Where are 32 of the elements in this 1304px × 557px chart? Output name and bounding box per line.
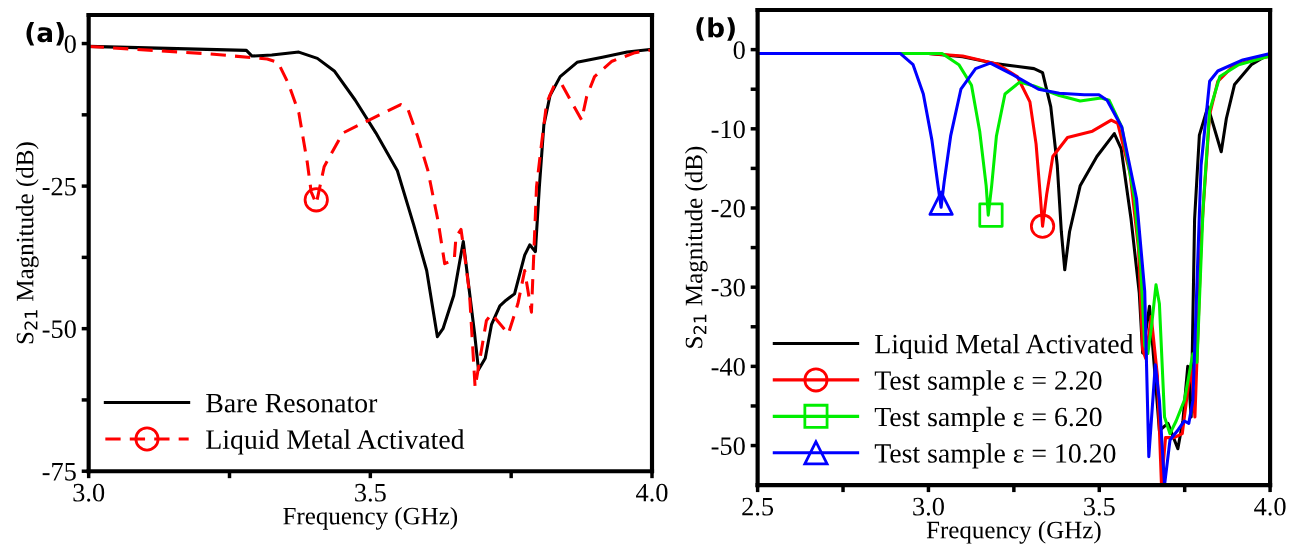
legend-label: Bare Resonator: [206, 393, 378, 413]
y-tick-label: -25: [42, 177, 76, 196]
y-axis-title: S$_{21}$ Magnitude (dB): [684, 146, 708, 348]
legend-label: Liquid Metal Activated: [206, 429, 465, 455]
x-tick-label: 2.5: [742, 497, 774, 516]
y-axis-title: S$_{21}$ Magnitude (dB): [15, 142, 39, 344]
x-tick-label: 3.5: [1084, 497, 1115, 516]
x-axis-title: Frequency (GHz): [283, 506, 458, 530]
legend-label: Test sample ε = 10.20: [874, 443, 1116, 469]
y-tick-label: -75: [42, 463, 76, 481]
point: [928, 190, 954, 216]
x-tick-label: 3.0: [73, 483, 105, 502]
y-tick-label: 0: [733, 41, 745, 60]
chart-title: (b): [696, 17, 735, 41]
chart-title: (a): [26, 21, 64, 46]
legend-label: Test sample ε = 2.20: [874, 370, 1102, 396]
x-axis-title: Frequency (GHz): [926, 520, 1101, 544]
legend-label: Test sample ε = 6.20: [874, 406, 1102, 433]
point: [978, 202, 1004, 228]
y-tick-label: -50: [711, 437, 745, 455]
legend-label: Liquid Metal Activated: [875, 333, 1134, 360]
y-tick-label: -10: [711, 120, 745, 139]
x-tick-label: 3.5: [355, 483, 386, 502]
y-tick-label: -50: [42, 320, 76, 339]
x-tick-label: 4.0: [636, 483, 668, 502]
y-tick-label: -30: [711, 278, 745, 297]
y-tick-label: -40: [711, 357, 745, 376]
x-tick-label: 4.0: [1254, 497, 1286, 516]
x-tick-label: 3.0: [913, 497, 944, 516]
y-tick-label: -20: [711, 199, 745, 218]
point: [1029, 213, 1056, 239]
y-tick-label: 0: [64, 35, 76, 53]
